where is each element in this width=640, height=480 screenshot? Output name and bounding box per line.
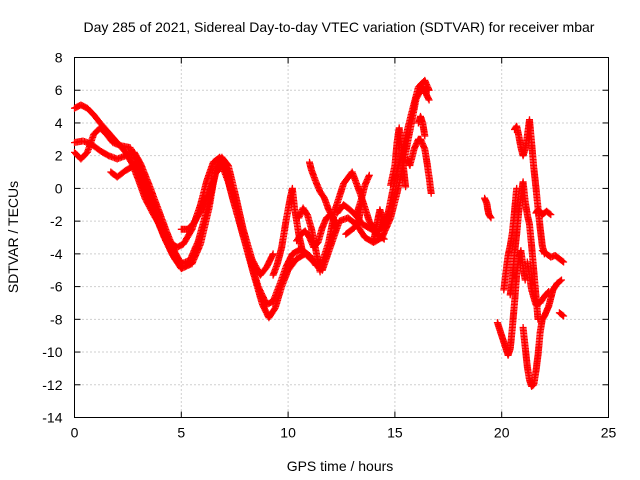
- plot-frame: [74, 57, 609, 418]
- series-track-11: [353, 171, 373, 219]
- x-tick-label: 5: [177, 425, 185, 441]
- x-tick-label: 25: [601, 425, 617, 441]
- x-tick-label: 0: [71, 425, 79, 441]
- x-tick-label: 15: [387, 425, 403, 441]
- data-point: [486, 213, 494, 221]
- y-tick-label: -14: [42, 410, 62, 426]
- data-point: [299, 250, 307, 258]
- data-point: [177, 263, 185, 271]
- x-axis-label: GPS time / hours: [287, 458, 394, 474]
- data-point: [380, 235, 388, 243]
- series-track-16: [414, 112, 429, 140]
- y-tick-label: -4: [50, 246, 63, 262]
- y-tick-label: 8: [55, 50, 63, 66]
- series-track-4: [107, 162, 185, 271]
- y-tick-label: -10: [42, 344, 62, 360]
- data-points: [71, 76, 568, 390]
- series-track-22: [532, 206, 555, 219]
- data-point: [545, 288, 553, 295]
- series-track-14: [306, 158, 339, 232]
- data-point: [558, 276, 565, 284]
- data-point: [176, 262, 184, 270]
- data-point: [380, 224, 388, 232]
- axis-ticks: 0 5 10 15 20 25 -14 -12 -10 -8 -6 -4 -2 0 2 4 6 8: [42, 50, 616, 441]
- data-point: [513, 184, 521, 192]
- series-track-18: [493, 247, 529, 359]
- series-track-25: [500, 184, 521, 294]
- y-tick-label: 4: [55, 115, 63, 131]
- series-track-15: [404, 135, 435, 197]
- x-tick-label: 10: [280, 425, 296, 441]
- series-track-5: [177, 178, 217, 233]
- data-point: [421, 132, 429, 140]
- data-point: [269, 250, 277, 258]
- y-tick-label: -12: [42, 377, 62, 393]
- y-axis-label: SDTVAR / TECUs: [5, 181, 21, 293]
- data-point: [425, 96, 433, 104]
- data-point: [546, 210, 554, 218]
- series-track-19: [506, 178, 542, 323]
- series-track-26: [555, 309, 568, 320]
- series-track-23: [523, 258, 553, 309]
- y-tick-label: -8: [50, 311, 63, 327]
- y-tick-label: 6: [55, 82, 63, 98]
- series-track-12: [370, 206, 388, 245]
- series-track-13: [387, 124, 410, 191]
- y-tick-label: 2: [55, 148, 63, 164]
- series-track-8: [295, 204, 324, 276]
- series-track-21: [519, 276, 565, 390]
- chart-title: Day 285 of 2021, Sidereal Day-to-day VTE…: [84, 19, 595, 35]
- data-point: [424, 95, 432, 103]
- data-point: [544, 289, 552, 296]
- data-point: [427, 189, 435, 197]
- data-point: [559, 311, 567, 319]
- data-point: [547, 211, 555, 219]
- y-tick-label: 0: [55, 180, 63, 196]
- data-point: [402, 183, 410, 191]
- series-track-24: [538, 247, 568, 266]
- data-point: [560, 312, 568, 320]
- data-point: [560, 258, 568, 266]
- data-point: [487, 214, 495, 222]
- data-point: [379, 234, 387, 242]
- series-track-17: [481, 194, 495, 222]
- data-point: [331, 224, 339, 232]
- data-point: [209, 178, 217, 186]
- y-tick-label: -2: [50, 213, 63, 229]
- data-point: [365, 171, 373, 179]
- x-tick-label: 20: [494, 425, 510, 441]
- y-tick-label: -6: [50, 279, 63, 295]
- series-track-2: [71, 83, 433, 322]
- data-point: [559, 257, 567, 265]
- data-point: [316, 268, 324, 276]
- data-point: [556, 277, 564, 285]
